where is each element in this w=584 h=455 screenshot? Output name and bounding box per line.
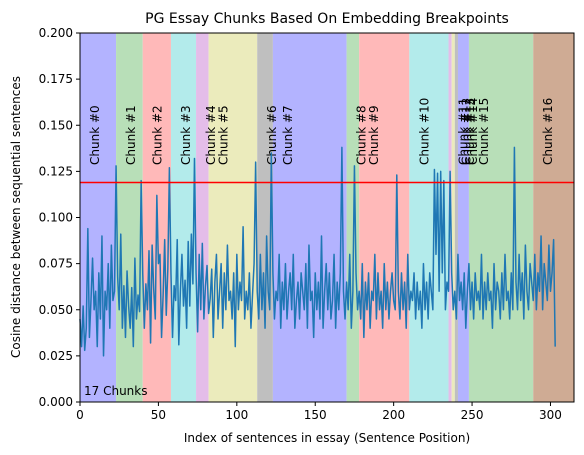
chunk-label: Chunk #13: [463, 98, 477, 165]
chunk-band: [468, 33, 534, 402]
series-line: [79, 146, 556, 357]
chunk-band: [196, 33, 209, 402]
y-tick-label: 0.075: [39, 257, 73, 271]
y-axis-label: Cosine distance between sequential sente…: [9, 76, 23, 358]
chunk-band: [208, 33, 258, 402]
x-tick-label: 50: [151, 408, 166, 422]
chunk-label: Chunk #16: [541, 98, 555, 165]
chunk-label: Chunk #4: [204, 105, 218, 165]
chart-title: PG Essay Chunks Based On Embedding Break…: [145, 11, 509, 27]
y-tick-label: 0.150: [39, 118, 73, 132]
y-tick-label: 0.025: [39, 349, 73, 363]
x-tick-label: 250: [461, 408, 484, 422]
chunk-band: [346, 33, 360, 402]
chunk-band: [457, 33, 469, 402]
chunk-label: Chunk #1: [124, 105, 138, 165]
x-tick-label: 150: [304, 408, 327, 422]
chunk-label: Chunk #7: [281, 105, 295, 165]
chunk-band: [116, 33, 143, 402]
chunk-band: [359, 33, 410, 402]
chunk-label: Chunk #0: [88, 105, 102, 165]
chunk-labels: Chunk #0 Chunk #1 Chunk #2 Chunk #3 Chunk #4…: [88, 98, 555, 165]
y-tick-label: 0.125: [39, 164, 73, 178]
x-tick-label: 100: [225, 408, 248, 422]
x-axis: 0 50 100 150 200 250 300: [76, 402, 562, 422]
chunk-band: [533, 33, 574, 402]
chunk-band: [454, 33, 458, 402]
chunk-label: Chunk #3: [179, 105, 193, 165]
chunk-label: Chunk #14: [466, 98, 480, 165]
chunk-band: [272, 33, 347, 402]
x-axis-label: Index of sentences in essay (Sentence Po…: [184, 431, 470, 445]
chunk-label: Chunk #12: [460, 98, 474, 165]
chunk-label: Chunk #6: [265, 105, 279, 165]
chunk-label: Chunk #15: [477, 98, 491, 165]
chunk-label: Chunk #2: [151, 105, 165, 165]
y-tick-label: 0.000: [39, 395, 73, 409]
chunk-label: Chunk #11: [457, 98, 471, 165]
y-axis: 0.000 0.025 0.050 0.075 0.100 0.125 0.150 0.175…: [39, 26, 80, 409]
chunk-bands: [80, 33, 574, 402]
chunk-label: Chunk #8: [355, 105, 369, 165]
y-tick-label: 0.100: [39, 211, 73, 225]
chunks-annotation: 17 Chunks: [84, 384, 147, 398]
x-tick-label: 200: [382, 408, 405, 422]
x-tick-label: 0: [76, 408, 84, 422]
y-tick-label: 0.175: [39, 72, 73, 86]
chunk-band: [257, 33, 273, 402]
chunk-label: Chunk #5: [217, 105, 231, 165]
chunk-band: [451, 33, 455, 402]
series-group: [79, 146, 556, 357]
chunk-label: Chunk #9: [367, 105, 381, 165]
y-tick-label: 0.200: [39, 26, 73, 40]
y-tick-label: 0.050: [39, 303, 73, 317]
chunk-label: Chunk #10: [417, 98, 431, 165]
x-tick-label: 300: [539, 408, 562, 422]
chunk-band: [170, 33, 197, 402]
